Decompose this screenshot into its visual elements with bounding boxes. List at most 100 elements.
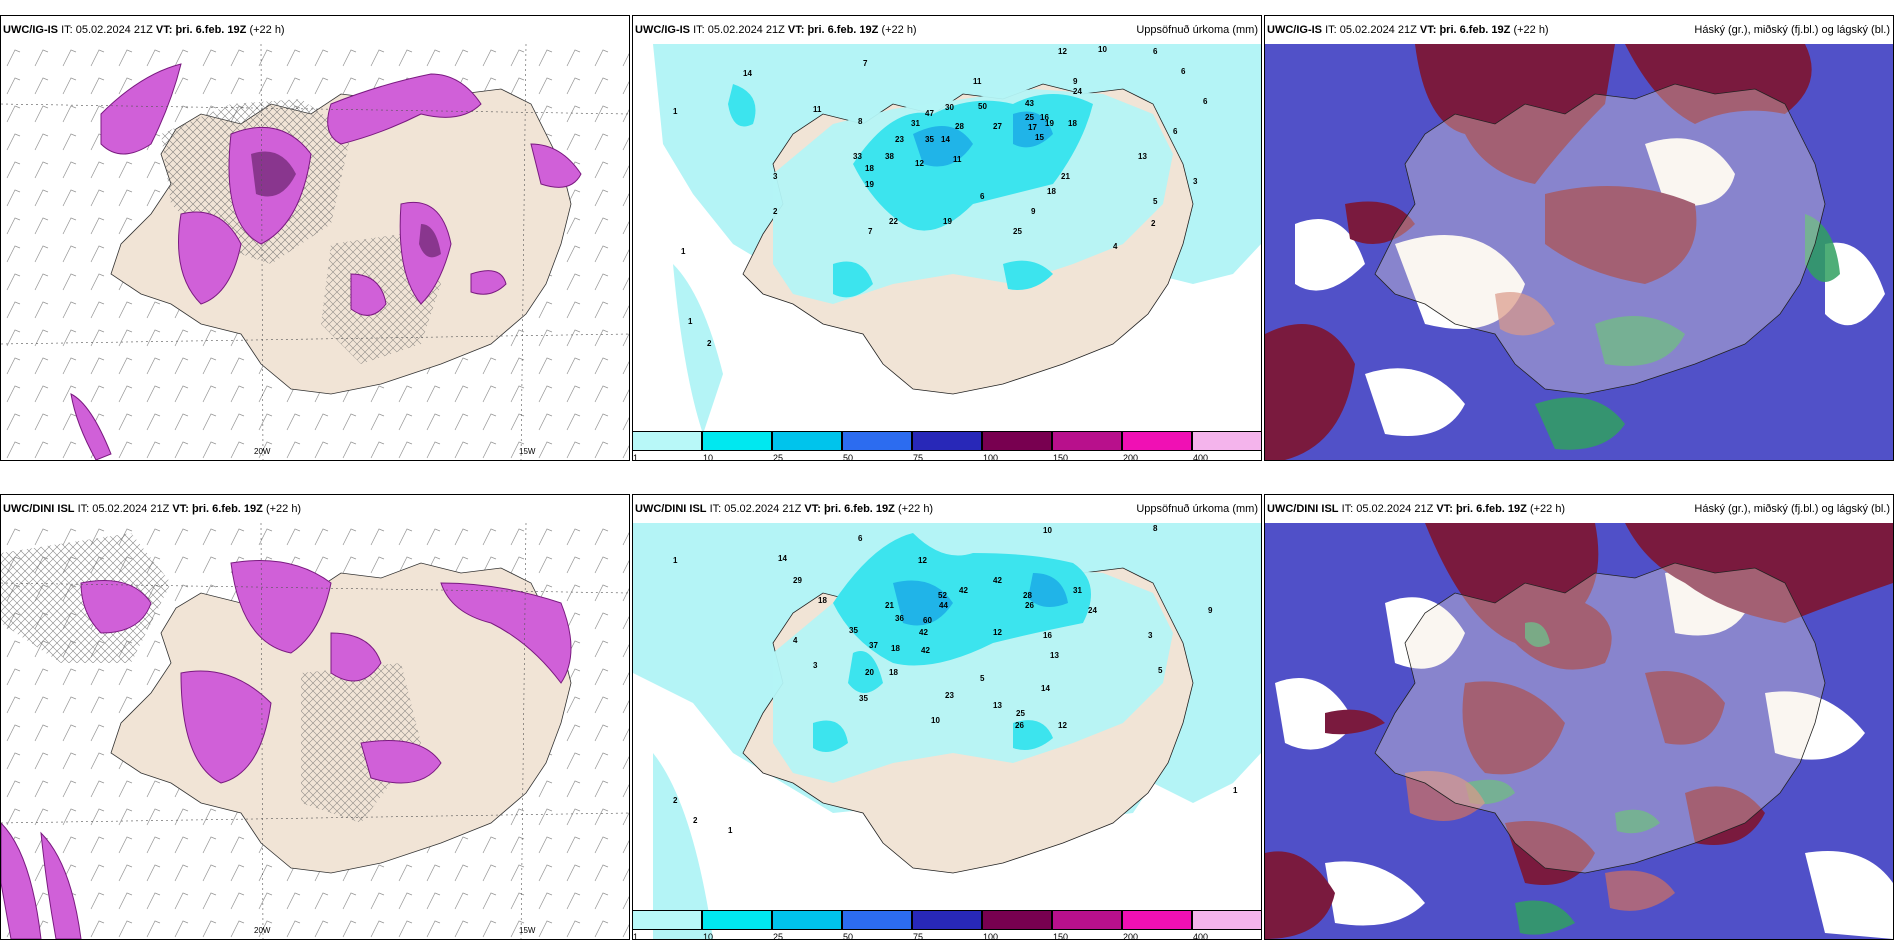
svg-text:17: 17 xyxy=(1028,123,1037,132)
init-time: 05.02.2024 21Z xyxy=(707,24,785,36)
svg-text:5: 5 xyxy=(980,674,985,683)
svg-text:1: 1 xyxy=(673,556,678,565)
svg-text:38: 38 xyxy=(885,152,894,161)
svg-text:23: 23 xyxy=(945,691,954,700)
iceland-coastline xyxy=(1374,562,1826,874)
model-name: UWC/IG-IS xyxy=(1267,24,1322,36)
colorbar-swatch xyxy=(632,431,702,451)
svg-text:18: 18 xyxy=(889,668,898,677)
svg-text:25: 25 xyxy=(1013,227,1022,236)
precip-panel-top: UWC/IG-IS IT: 05.02.2024 21Z VT: þri. 6.… xyxy=(632,15,1262,461)
panel-header: UWC/IG-IS IT: 05.02.2024 21Z VT: þri. 6.… xyxy=(1265,16,1893,44)
wind-snow-map: 20W 15W xyxy=(1,523,629,939)
svg-text:26: 26 xyxy=(1015,721,1024,730)
svg-text:21: 21 xyxy=(885,601,894,610)
map-title: Háský (gr.), miðský (fj.bl.) og lágský (… xyxy=(1694,24,1890,36)
svg-text:18: 18 xyxy=(1068,119,1077,128)
lead-time: (+22 h) xyxy=(881,24,917,36)
svg-text:6: 6 xyxy=(980,192,985,201)
svg-text:24: 24 xyxy=(1088,606,1097,615)
colorbar-swatch xyxy=(1122,431,1192,451)
svg-text:14: 14 xyxy=(778,554,787,563)
svg-text:24: 24 xyxy=(1073,87,1082,96)
svg-text:13: 13 xyxy=(1050,651,1059,660)
colorbar-label: 200 xyxy=(1123,932,1139,942)
colorbar-swatch xyxy=(912,910,982,930)
colorbar-swatch xyxy=(1052,910,1122,930)
svg-text:50: 50 xyxy=(978,102,987,111)
panel-header: UWC/DINI ISL IT: 05.02.2024 21Z VT: þri.… xyxy=(633,495,1261,523)
valid-time: þri. 6.feb. 19Z xyxy=(191,503,263,515)
svg-text:4: 4 xyxy=(793,636,798,645)
init-time: 05.02.2024 21Z xyxy=(1339,24,1417,36)
svg-text:29: 29 xyxy=(793,576,802,585)
svg-text:15: 15 xyxy=(1035,133,1044,142)
svg-text:25: 25 xyxy=(1025,113,1034,122)
svg-text:42: 42 xyxy=(921,646,930,655)
colorbar-label: 10 xyxy=(703,453,714,463)
svg-text:43: 43 xyxy=(1025,99,1034,108)
svg-text:1: 1 xyxy=(688,317,693,326)
colorbar-label: 25 xyxy=(773,932,784,942)
valid-time: þri. 6.feb. 19Z xyxy=(1455,503,1527,515)
svg-text:14: 14 xyxy=(1041,684,1050,693)
cloud-map xyxy=(1265,44,1893,460)
colorbar-label: 100 xyxy=(983,932,999,942)
colorbar-swatch xyxy=(1052,431,1122,451)
lon-label: 20W xyxy=(254,926,271,935)
colorbar-label: 50 xyxy=(843,453,854,463)
colorbar-label: 400 xyxy=(1193,932,1209,942)
precip-map: 6 10 8 12 29 14 18 21 52 42 42 44 36 60 … xyxy=(633,523,1261,939)
init-time: 05.02.2024 21Z xyxy=(75,24,153,36)
svg-text:30: 30 xyxy=(945,103,954,112)
colorbar-swatch xyxy=(842,910,912,930)
precip-colorbar-top: 1 10 25 50 75 100 150 200 400 xyxy=(632,431,1262,463)
colorbar-swatch xyxy=(982,431,1052,451)
wind-snow-panel-top: UWC/IG-IS IT: 05.02.2024 21Z VT: þri. 6.… xyxy=(0,15,630,461)
svg-text:14: 14 xyxy=(743,69,752,78)
svg-text:36: 36 xyxy=(895,614,904,623)
svg-text:1: 1 xyxy=(1233,786,1238,795)
svg-text:18: 18 xyxy=(865,164,874,173)
precip-value-labels: 6 10 8 12 29 14 18 21 52 42 42 44 36 60 … xyxy=(673,524,1238,835)
svg-text:35: 35 xyxy=(849,626,858,635)
svg-text:5: 5 xyxy=(1158,666,1163,675)
svg-text:2: 2 xyxy=(673,796,678,805)
model-name: UWC/IG-IS xyxy=(635,24,690,36)
svg-text:9: 9 xyxy=(1073,77,1078,86)
svg-text:22: 22 xyxy=(889,217,898,226)
svg-text:31: 31 xyxy=(1073,586,1082,595)
svg-text:2: 2 xyxy=(693,816,698,825)
wind-snow-panel-bottom: UWC/DINI ISL IT: 05.02.2024 21Z VT: þri.… xyxy=(0,494,630,940)
svg-text:9: 9 xyxy=(1208,606,1213,615)
colorbar-swatch xyxy=(632,910,702,930)
colorbar-swatch xyxy=(702,431,772,451)
lead-time: (+22 h) xyxy=(1529,503,1566,515)
svg-text:5: 5 xyxy=(1153,197,1158,206)
init-time: 05.02.2024 21Z xyxy=(724,503,802,515)
precip-panel-bottom: UWC/DINI ISL IT: 05.02.2024 21Z VT: þri.… xyxy=(632,494,1262,940)
model-name: UWC/IG-IS xyxy=(3,24,58,36)
svg-text:6: 6 xyxy=(1173,127,1178,136)
precip-colorbar-bottom: 1 10 25 50 75 100 150 200 400 xyxy=(632,910,1262,942)
svg-text:18: 18 xyxy=(1047,187,1056,196)
svg-text:16: 16 xyxy=(1040,113,1049,122)
model-name: UWC/DINI ISL xyxy=(3,503,75,515)
svg-text:23: 23 xyxy=(895,135,904,144)
valid-time: þri. 6.feb. 19Z xyxy=(175,24,247,36)
svg-text:10: 10 xyxy=(931,716,940,725)
svg-text:12: 12 xyxy=(993,628,1002,637)
svg-text:35: 35 xyxy=(925,135,934,144)
colorbar-swatch xyxy=(1192,910,1262,930)
svg-text:13: 13 xyxy=(1138,152,1147,161)
panel-header: UWC/IG-IS IT: 05.02.2024 21Z VT: þri. 6.… xyxy=(633,16,1261,44)
colorbar-swatch xyxy=(772,910,842,930)
svg-text:13: 13 xyxy=(993,701,1002,710)
colorbar-label: 25 xyxy=(773,453,784,463)
svg-text:19: 19 xyxy=(943,217,952,226)
map-title: Uppsöfnuð úrkoma (mm) xyxy=(1136,503,1258,515)
colorbar-label: 100 xyxy=(983,453,999,463)
graticule xyxy=(1,523,629,939)
svg-text:6: 6 xyxy=(1203,97,1208,106)
colorbar-label: 1 xyxy=(633,932,639,942)
